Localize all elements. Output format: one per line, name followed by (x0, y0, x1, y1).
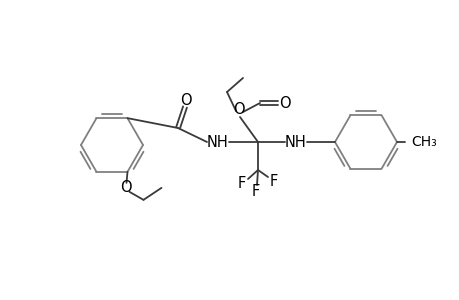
Text: O: O (180, 92, 191, 107)
Text: NH: NH (207, 134, 229, 149)
Text: O: O (233, 101, 244, 116)
Text: F: F (237, 176, 246, 191)
Text: F: F (269, 175, 278, 190)
Text: F: F (252, 184, 259, 200)
Text: O: O (119, 180, 131, 195)
Text: NH: NH (285, 134, 306, 149)
Text: O: O (279, 95, 290, 110)
Text: CH₃: CH₃ (410, 135, 436, 149)
